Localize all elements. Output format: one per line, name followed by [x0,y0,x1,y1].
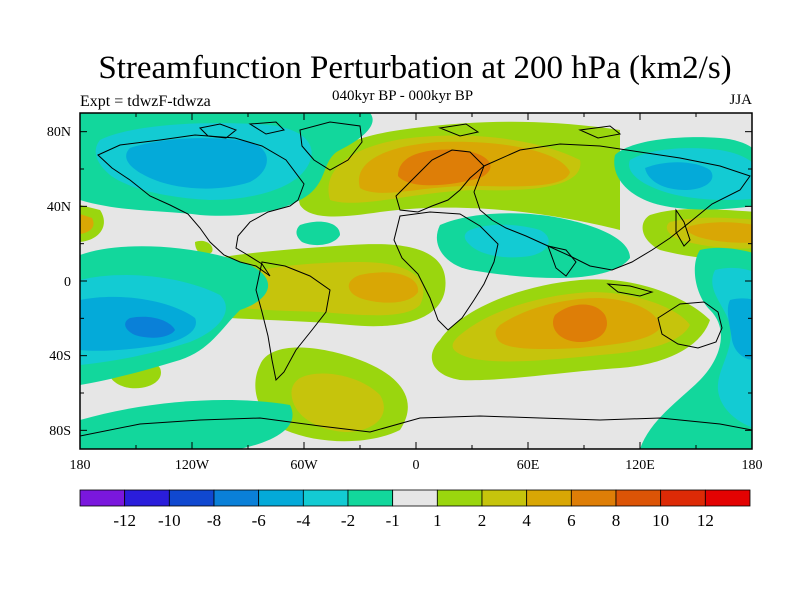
contour-neg-1-midatlantic [296,221,340,246]
colorbar-label: 1 [433,511,442,530]
colorbar-label: -2 [341,511,355,530]
colorbar-label: -6 [252,511,266,530]
colorbar-swatch [436,489,483,507]
colorbar-label: -10 [158,511,181,530]
coast-europe [395,149,485,213]
colorbar-swatch [347,489,394,507]
latitude-labels: 80N 40N 0 40S 80S [47,125,71,439]
contour-pos-2-west-edge [80,214,94,234]
colorbar-swatch [392,489,438,507]
lon-label-0: 0 [413,458,420,473]
lon-label-120w: 120W [175,458,210,473]
lon-label-180w: 180 [70,458,91,473]
colorbar-swatch [526,489,572,507]
lat-label-40s: 40S [49,349,71,364]
colorbar-swatch [79,489,126,507]
colorbar-label: 10 [652,511,669,530]
colorbar-labels: -12 -10 -8 -6 -4 -2 -1 1 2 4 6 8 10 12 [113,511,714,530]
contour-pos-6-europe [398,149,491,186]
colorbar-label: -12 [113,511,136,530]
colorbar-label: -1 [386,511,400,530]
colorbar-label: -8 [207,511,221,530]
contour-pos-6-indian [552,304,608,342]
lon-label-120e: 120E [625,458,655,473]
colorbar-swatch [302,489,349,507]
colorbar-label: 8 [612,511,621,530]
colorbar-label: -4 [296,511,311,530]
colorbar-swatch [660,489,706,507]
colorbar-label: 6 [567,511,576,530]
coast-australia [657,301,723,349]
contour-pos-4-nw-pacific [687,222,752,243]
coast-india [547,245,577,277]
contour-neg-4-australia [727,298,752,360]
lat-label-0: 0 [64,275,71,290]
lon-label-60w: 60W [290,458,318,473]
coast-south-america [255,261,331,382]
contour-pos-2-south-atlantic [291,373,384,432]
colorbar-swatch [704,489,751,507]
coast-greenland [299,121,363,171]
lon-label-180e: 180 [742,458,763,473]
experiment-label: Expt = tdwzF-tdwza [80,93,211,110]
lat-label-80s: 80S [49,424,71,439]
colorbar-swatch [124,489,170,507]
contour-neg-1-south-pacific-belt [80,400,293,449]
season-label: JJA [729,92,752,108]
contour-neg-2-arabian [464,224,549,258]
contour-neg-4-canada [126,138,267,189]
coast-japan-indonesia [606,208,691,297]
coast-arctic-islands [198,121,622,139]
lat-label-40n: 40N [47,200,71,215]
coast-africa [393,211,499,331]
colorbar-swatch [168,489,215,507]
colorbar-label: 12 [697,511,714,530]
plot-title: Streamfunction Perturbation at 200 hPa (… [98,50,732,86]
contour-neg-4-siberia [645,162,713,190]
colorbar [79,489,751,507]
coast-north-america [97,134,305,277]
coast-antarctica [80,415,752,437]
coast-asia [473,143,751,271]
colorbar-swatch [481,489,528,507]
colorbar-swatch [570,489,617,507]
lat-label-80n: 80N [47,125,71,140]
contour-neg-6-pacific [125,316,175,338]
period-label: 040kyr BP - 000kyr BP [332,88,474,104]
contour-pos-4-tropics [348,272,419,303]
colorbar-label: 4 [522,511,531,530]
lon-label-60e: 60E [517,458,540,473]
colorbar-swatch [213,489,260,507]
tick-marks [79,113,753,449]
coastlines [80,121,752,437]
longitude-labels: 180 120W 60W 0 60E 120E 180 [70,458,763,473]
colorbar-label: 2 [478,511,487,530]
colorbar-swatch [615,489,662,507]
contour-field [80,113,752,449]
colorbar-swatch [258,489,304,507]
contour-pos-1-gulf [195,240,213,255]
